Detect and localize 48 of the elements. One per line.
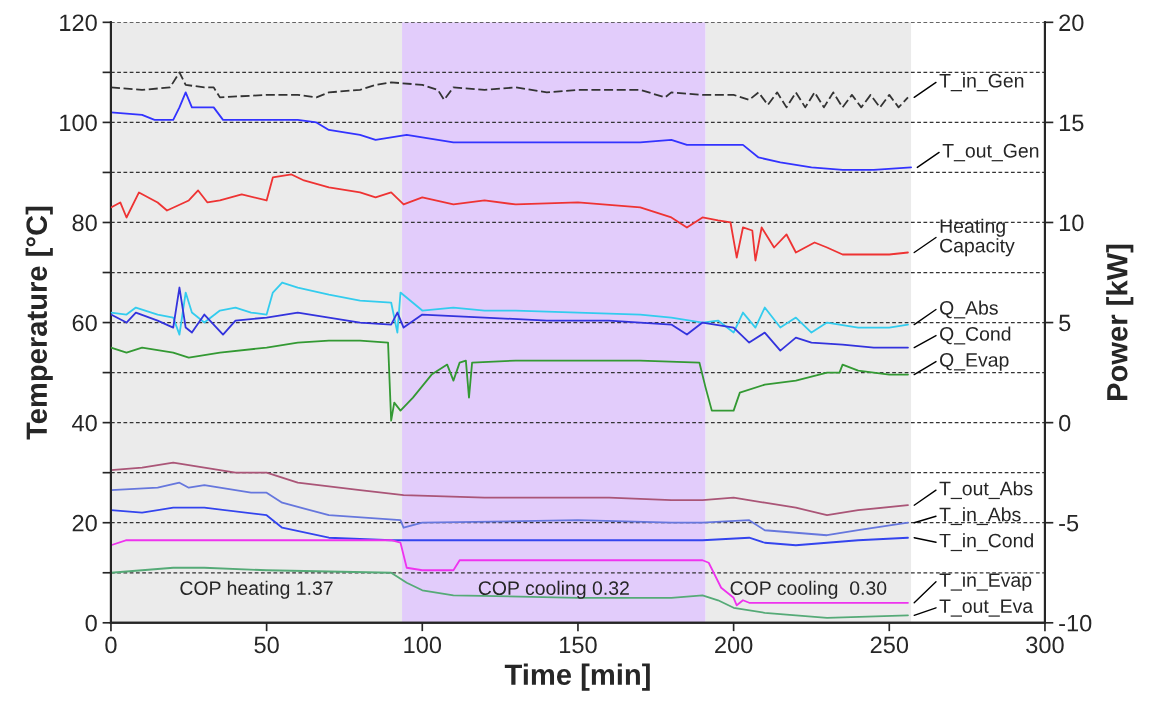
line-series (110, 91, 912, 171)
y2-tick-label: -5 (1059, 515, 1079, 532)
y-tick-label: 60 (72, 314, 97, 332)
y2-tick-label: 15 (1059, 114, 1084, 132)
line-series (110, 506, 909, 547)
y-axis-title: Temperature [°C] (25, 206, 53, 440)
series-label: T_in_Abs (939, 507, 1021, 526)
x-tick-label: 0 (105, 636, 117, 654)
series-label: T_in_Gen (939, 73, 1024, 92)
series-label: T_out_Gen (942, 143, 1039, 162)
x-tick-label: 200 (715, 636, 753, 654)
y-tick-label: 100 (60, 114, 97, 132)
line-series (110, 173, 909, 262)
band-label: COP heating 1.37 (180, 580, 333, 599)
band-label: COP cooling 0.30 (730, 580, 887, 599)
series-label: T_out_Abs (939, 481, 1033, 500)
series-label: Q_Cond (940, 326, 1011, 345)
y-tick-label: 80 (72, 214, 97, 232)
series-label: T_out_Eva (939, 599, 1034, 617)
line-series (110, 281, 909, 336)
series-label: Heating Capacity (940, 218, 1015, 257)
y-tick-label: 40 (72, 414, 97, 432)
x-tick-label: 150 (560, 636, 597, 654)
line-series (110, 539, 909, 607)
series-label: T_in_Evap (939, 572, 1032, 591)
line-series (110, 461, 909, 517)
line-series (110, 481, 909, 537)
line-series (110, 286, 909, 352)
series-label: T_in_Cond (939, 533, 1033, 552)
y2-tick-label: -10 (1059, 614, 1092, 632)
y-tick-label: 120 (60, 14, 97, 32)
line-series (110, 566, 909, 619)
y2-tick-label: 20 (1059, 14, 1084, 32)
line-series (110, 339, 909, 422)
x-tick-label: 250 (870, 636, 909, 654)
band-label: COP cooling 0.32 (478, 580, 629, 599)
series-label: Q_Evap (940, 353, 1009, 371)
y-tick-label: 20 (72, 514, 97, 532)
y2-axis-title: Power [kW] (1106, 244, 1134, 401)
y2-tick-label: 5 (1059, 314, 1071, 332)
x-tick-label: 300 (1026, 636, 1064, 654)
series-label: Q_Abs (940, 300, 998, 319)
x-axis-title: Time [min] (504, 663, 650, 691)
x-tick-label: 50 (254, 636, 279, 654)
y2-tick-label: 0 (1059, 414, 1071, 432)
y-tick-label: 0 (85, 614, 97, 632)
x-tick-label: 100 (404, 636, 442, 654)
y2-tick-label: 10 (1059, 214, 1084, 232)
